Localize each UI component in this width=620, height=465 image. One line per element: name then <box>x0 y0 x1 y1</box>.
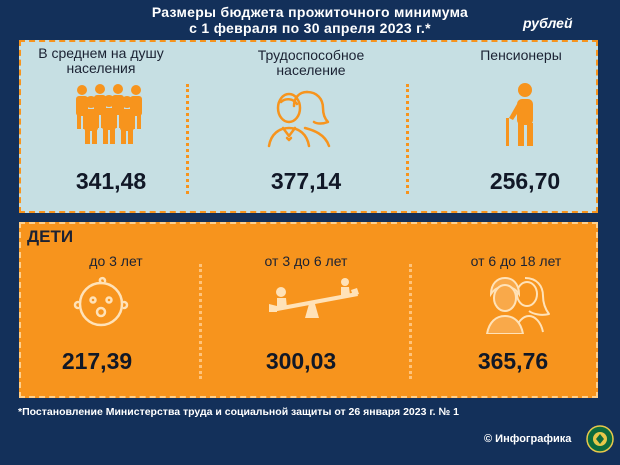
title-line-2: с 1 февраля по 30 апреля 2023 г.* <box>189 20 431 36</box>
category-label-6-to-18: от 6 до 18 лет <box>470 253 562 269</box>
divider <box>409 264 412 379</box>
value-6-to-18: 365,76 <box>477 348 549 374</box>
couple-icon <box>267 90 331 148</box>
footnote: *Постановление Министерства труда и соци… <box>18 406 459 418</box>
children-heading: ДЕТИ <box>27 227 74 246</box>
children-panel: ДЕТИ до 3 лет 217,39 от 3 до 6 лет 300,0… <box>19 222 598 398</box>
title-line-1: Размеры бюджета прожиточного минимума <box>151 4 469 20</box>
adult-categories-panel: В среднем на душу населения 341,48 Трудо… <box>19 40 598 213</box>
page-title: Размеры бюджета прожиточного минимума с … <box>100 4 520 36</box>
divider <box>186 84 189 194</box>
divider <box>199 264 202 379</box>
value-per-capita: 341,48 <box>75 168 147 194</box>
divider <box>406 84 409 194</box>
category-label-3-to-6: от 3 до 6 лет <box>264 253 348 269</box>
crowd-icon <box>76 84 142 144</box>
seesaw-icon <box>269 278 359 318</box>
value-3-to-6: 300,03 <box>265 348 337 374</box>
baby-face-icon <box>73 276 129 327</box>
category-label-working-age: Трудоспособное население <box>257 47 365 78</box>
value-under-3: 217,39 <box>61 348 133 374</box>
value-working-age: 377,14 <box>270 168 342 194</box>
category-label-per-capita: В среднем на душу населения <box>38 45 164 76</box>
currency-label: рублей <box>523 15 573 31</box>
value-pensioners: 256,70 <box>489 168 561 194</box>
category-label-pensioners: Пенсионеры <box>480 47 562 63</box>
elderly-icon <box>506 83 533 146</box>
credit: © Инфографика <box>484 433 572 445</box>
teens-icon <box>485 276 550 334</box>
category-label-under-3: до 3 лет <box>89 253 143 269</box>
emblem-icon <box>586 425 614 453</box>
